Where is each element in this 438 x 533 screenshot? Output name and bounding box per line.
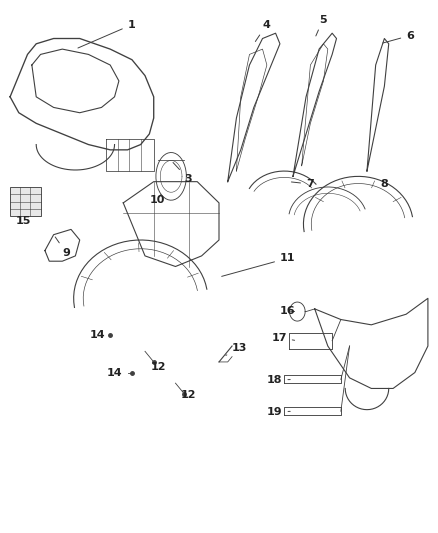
Text: 14: 14 (107, 368, 122, 377)
Text: 6: 6 (383, 30, 414, 43)
FancyBboxPatch shape (10, 187, 41, 216)
Text: 4: 4 (255, 20, 270, 42)
Text: 19: 19 (267, 407, 290, 417)
Text: 1: 1 (78, 20, 135, 48)
Text: 9: 9 (55, 237, 70, 258)
Text: 11: 11 (222, 253, 296, 277)
Text: 7: 7 (291, 179, 314, 189)
Text: 8: 8 (380, 179, 388, 189)
Text: 5: 5 (316, 14, 327, 36)
Text: 12: 12 (150, 362, 166, 372)
Text: 18: 18 (267, 375, 290, 385)
Text: 14: 14 (89, 330, 105, 341)
Text: 3: 3 (173, 163, 192, 184)
Text: 12: 12 (181, 390, 196, 400)
Text: 15: 15 (15, 216, 31, 226)
Text: 13: 13 (226, 343, 247, 356)
Text: 10: 10 (149, 195, 165, 205)
Text: 16: 16 (280, 306, 296, 316)
Text: 17: 17 (271, 333, 295, 343)
